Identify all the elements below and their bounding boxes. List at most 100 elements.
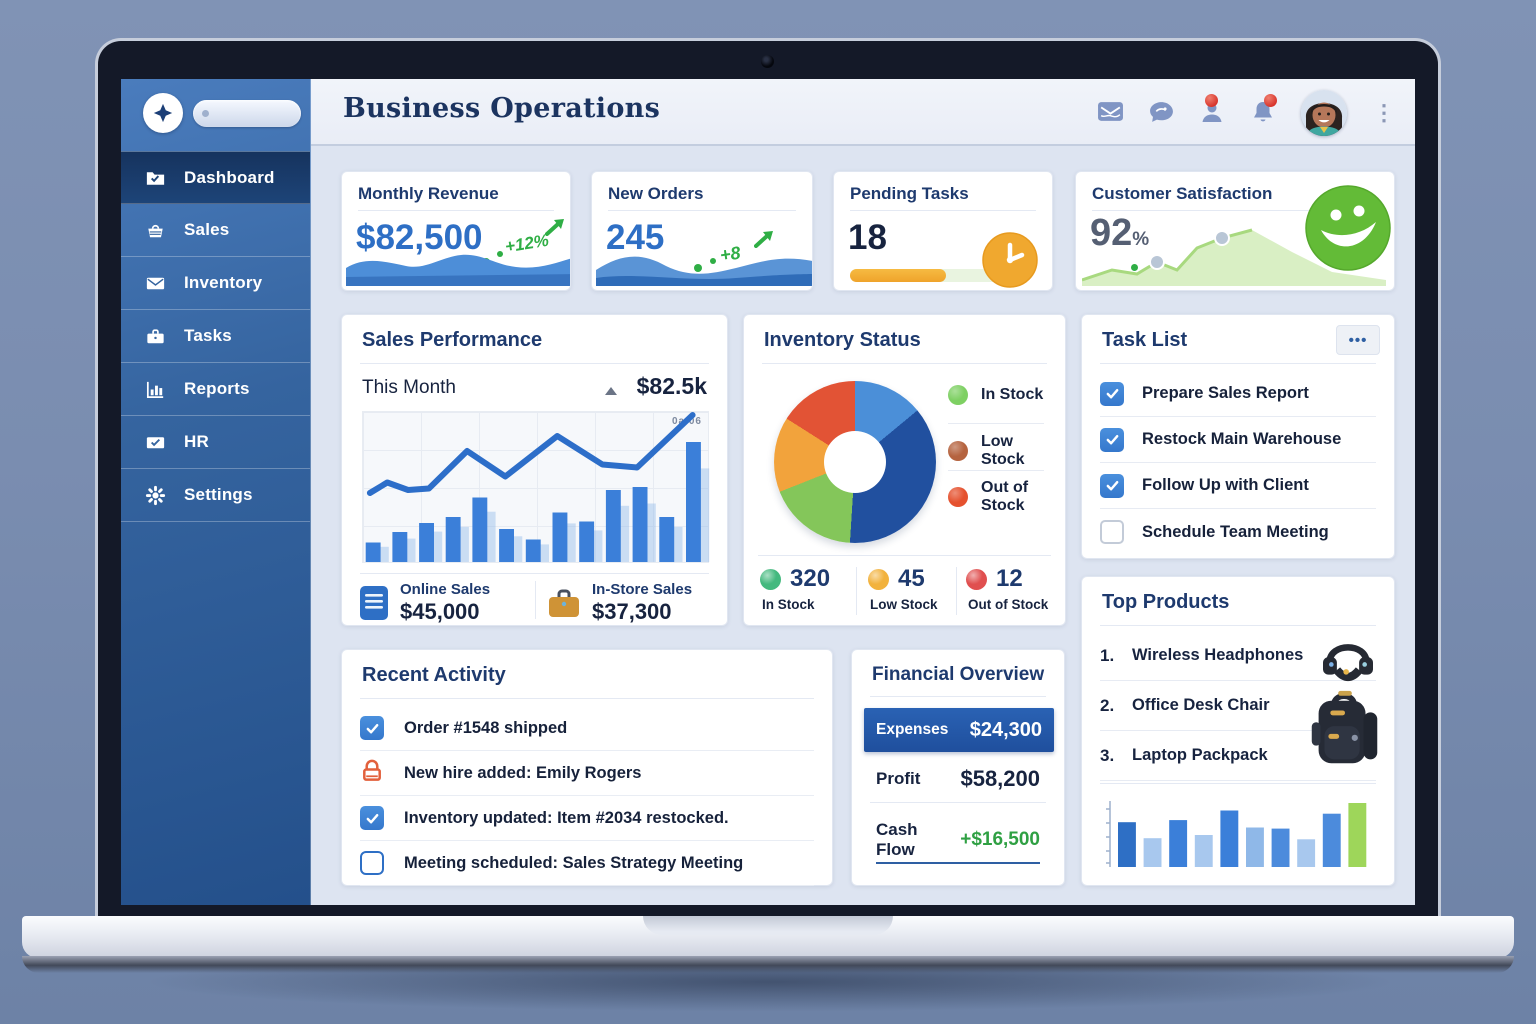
sales-basket-icon xyxy=(143,218,167,242)
stat-ball xyxy=(868,568,889,590)
product-name: Wireless Headphones xyxy=(1132,646,1304,664)
task-row: Restock Main Warehouse xyxy=(1100,417,1376,463)
sidebar-item-label: Inventory xyxy=(184,273,263,292)
checked-status-icon xyxy=(360,806,384,830)
search-icon xyxy=(202,110,209,117)
task-list-panel: Task List ••• Prepare Sales Report Resto… xyxy=(1081,314,1395,559)
header-bar: Business Operations xyxy=(311,79,1415,146)
panel-title: Sales Performance xyxy=(362,329,543,351)
orders-sparkline xyxy=(596,256,812,286)
inventory-status-panel: Inventory Status In Stock Low Stock Out … xyxy=(743,314,1066,626)
sidebar-item-dashboard[interactable]: Dashboard xyxy=(121,151,310,204)
product-name: Office Desk Chair xyxy=(1132,696,1270,714)
bell-icon[interactable] xyxy=(1250,94,1277,126)
bar-chart-icon xyxy=(143,377,167,401)
unchecked-status-icon xyxy=(360,851,384,875)
row-value: $24,300 xyxy=(969,718,1042,741)
expenses-row: Expenses $24,300 xyxy=(864,708,1054,752)
recent-activity-panel: Recent Activity Order #1548 shipped New … xyxy=(341,649,833,886)
panel-title: Financial Overview xyxy=(872,664,1045,685)
notification-badge xyxy=(1264,94,1277,107)
activity-row: Meeting scheduled: Sales Strategy Meetin… xyxy=(360,841,814,886)
sidebar-item-reports[interactable]: Reports xyxy=(121,363,310,416)
stat-out-of-stock: 12 Out of Stock xyxy=(966,565,1066,612)
activity-text: New hire added: Emily Rogers xyxy=(404,763,642,782)
panel-title: Top Products xyxy=(1102,591,1230,613)
inventory-donut-chart xyxy=(774,381,936,543)
task-checkbox-checked[interactable] xyxy=(1100,427,1124,452)
panel-title: Recent Activity xyxy=(362,664,506,686)
sidebar-item-label: Tasks xyxy=(184,326,232,345)
kpi-title: Customer Satisfaction xyxy=(1092,184,1273,203)
row-value: $58,200 xyxy=(960,766,1040,791)
sidebar-item-label: Reports xyxy=(184,379,250,398)
overflow-menu-icon[interactable]: ⋮ xyxy=(1373,99,1395,125)
trend-dot xyxy=(694,264,702,272)
app-logo[interactable] xyxy=(143,93,183,133)
kpi-value: $82,500 xyxy=(356,218,483,257)
sidebar-item-inventory[interactable]: Inventory xyxy=(121,257,310,310)
product-rank: 1. xyxy=(1100,645,1115,665)
stat-value: $37,300 xyxy=(592,599,672,624)
row-label: Cash Flow xyxy=(876,820,918,859)
user-avatar[interactable] xyxy=(1301,89,1347,136)
product-rank: 2. xyxy=(1100,695,1115,715)
task-row: Prepare Sales Report xyxy=(1100,371,1376,417)
stat-value: 45 xyxy=(898,565,925,592)
profit-row: Profit $58,200 xyxy=(876,766,1040,792)
laptop-base-edge xyxy=(22,956,1514,973)
sales-performance-panel: Sales Performance This Month $82.5k 0a.0… xyxy=(341,314,728,626)
legend-in-stock: In Stock xyxy=(948,385,1053,405)
sidebar-item-label: Dashboard xyxy=(184,167,275,187)
task-label: Restock Main Warehouse xyxy=(1142,430,1342,448)
pending-progress-fill xyxy=(850,269,946,282)
sidebar-item-sales[interactable]: Sales xyxy=(121,204,310,257)
product-row: 3. Laptop Packpack xyxy=(1100,731,1376,781)
task-checkbox-unchecked[interactable] xyxy=(1100,520,1124,544)
stat-in-stock: 320 In Stock xyxy=(760,565,860,612)
search-input[interactable] xyxy=(193,100,301,127)
sidebar-item-settings[interactable]: Settings xyxy=(121,469,310,522)
dashboard-folder-icon xyxy=(143,166,167,190)
revenue-sparkline xyxy=(346,254,570,286)
task-list-menu-button[interactable]: ••• xyxy=(1336,325,1380,355)
header-icons: ⋮ xyxy=(1097,79,1397,146)
mail-icon[interactable] xyxy=(1097,99,1124,126)
sidebar-item-tasks[interactable]: Tasks xyxy=(121,310,310,363)
backpack-product-image xyxy=(1311,690,1378,764)
contacts-icon[interactable] xyxy=(1199,94,1226,126)
kpi-value: 92% xyxy=(1090,212,1150,254)
briefcase-icon xyxy=(143,324,167,348)
task-label: Schedule Team Meeting xyxy=(1142,522,1329,541)
legend-label: In Stock xyxy=(981,385,1044,403)
row-value: +$16,500 xyxy=(960,829,1040,850)
product-rank: 3. xyxy=(1100,745,1115,765)
stat-ball xyxy=(966,568,987,590)
task-row: Schedule Team Meeting xyxy=(1100,509,1376,555)
stat-label: Low Stock xyxy=(870,597,938,612)
trend-dot xyxy=(710,258,716,264)
task-row: Follow Up with Client xyxy=(1100,463,1376,509)
smiley-face-icon xyxy=(1305,185,1391,271)
trend-dot xyxy=(1131,264,1138,271)
stat-low-stock: 45 Low Stock xyxy=(868,565,968,612)
legend-low-stock: Low Stock xyxy=(948,433,1053,470)
kpi-title: New Orders xyxy=(608,184,704,203)
top-products-mini-chart xyxy=(1106,801,1367,867)
task-checkbox-checked[interactable] xyxy=(1100,473,1124,498)
dashboard-screen: Dashboard Sales Inventory xyxy=(121,79,1415,905)
task-label: Follow Up with Client xyxy=(1142,476,1309,494)
task-checkbox-checked[interactable] xyxy=(1100,381,1124,406)
envelope-icon xyxy=(143,271,167,295)
sidebar-item-hr[interactable]: HR xyxy=(121,416,310,469)
chat-icon[interactable] xyxy=(1148,99,1175,126)
instore-sales-stat: In-Store Sales $37,300 xyxy=(548,581,713,625)
task-label: Prepare Sales Report xyxy=(1142,384,1309,402)
checked-status-icon xyxy=(360,716,384,740)
legend-dot xyxy=(948,487,968,508)
file-icon xyxy=(360,586,388,620)
panel-title: Inventory Status xyxy=(764,329,921,351)
pending-progress-bar xyxy=(850,269,1000,282)
page-title: Business Operations xyxy=(343,93,661,124)
